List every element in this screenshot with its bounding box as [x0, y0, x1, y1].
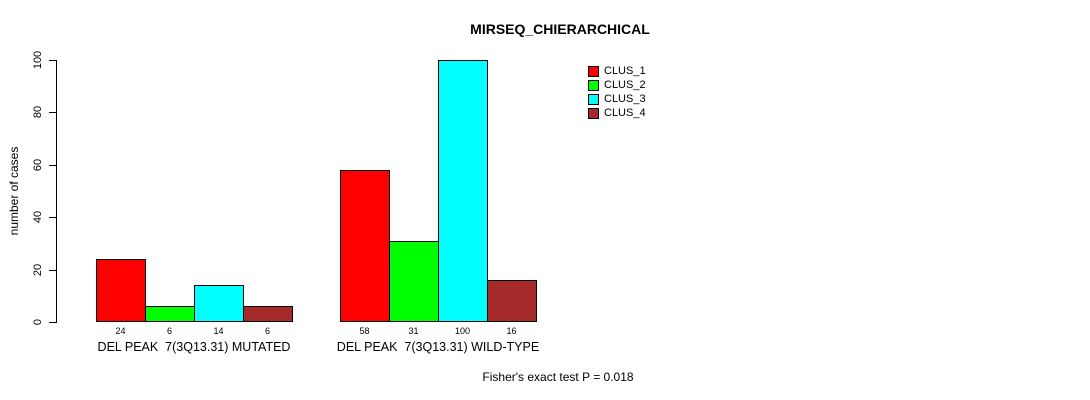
- legend-swatch: [588, 65, 599, 77]
- legend-label: CLUS_1: [604, 65, 646, 77]
- bar-value-label: 6: [264, 326, 270, 336]
- y-axis-line: [56, 60, 57, 323]
- y-axis-title: number of cases: [7, 146, 21, 236]
- bar-value-label: 31: [408, 326, 419, 336]
- legend-item: CLUS_2: [588, 78, 646, 92]
- legend: CLUS_1 CLUS_2 CLUS_3 CLUS_4: [588, 64, 646, 120]
- y-axis-tick: [49, 165, 56, 166]
- y-axis-tick-label: 40: [32, 210, 44, 224]
- legend-item: CLUS_4: [588, 106, 646, 120]
- y-axis-tick-label: 100: [32, 50, 44, 70]
- bar-clus_4: [243, 306, 293, 322]
- bar-clus_3: [438, 60, 488, 322]
- bar-clus_4: [487, 280, 537, 322]
- legend-label: CLUS_2: [604, 79, 646, 91]
- y-axis-tick-label: 80: [32, 105, 44, 119]
- y-axis-tick-label: 20: [32, 263, 44, 277]
- legend-swatch: [588, 107, 599, 119]
- y-axis-tick-label: 60: [32, 158, 44, 172]
- bar-value-label: 24: [115, 326, 126, 336]
- legend-label: CLUS_3: [604, 93, 646, 105]
- bar-value-label: 58: [359, 326, 370, 336]
- group-label: DEL PEAK 7(3Q13.31) MUTATED: [97, 340, 291, 354]
- y-axis-tick: [49, 322, 56, 323]
- group-label: DEL PEAK 7(3Q13.31) WILD-TYPE: [336, 340, 540, 354]
- bar-clus_2: [145, 306, 195, 322]
- y-axis-tick-label: 0: [32, 318, 44, 326]
- legend-swatch: [588, 79, 599, 91]
- y-axis-tick: [49, 217, 56, 218]
- bar-value-label: 14: [213, 326, 224, 336]
- bar-value-label: 16: [506, 326, 517, 336]
- bar-value-label: 100: [454, 326, 471, 336]
- y-axis-tick: [49, 270, 56, 271]
- bar-clus_3: [194, 285, 244, 322]
- legend-label: CLUS_4: [604, 107, 646, 119]
- y-axis-tick: [49, 60, 56, 61]
- y-axis-tick: [49, 112, 56, 113]
- legend-swatch: [588, 93, 599, 105]
- bar-value-label: 6: [166, 326, 172, 336]
- legend-item: CLUS_1: [588, 64, 646, 78]
- bar-clus_2: [389, 241, 439, 322]
- bar-clus_1: [96, 259, 146, 322]
- chart-title: MIRSEQ_CHIERARCHICAL: [470, 21, 650, 37]
- bar-clus_1: [340, 170, 390, 322]
- footnote: Fisher's exact test P = 0.018: [482, 370, 634, 384]
- legend-item: CLUS_3: [588, 92, 646, 106]
